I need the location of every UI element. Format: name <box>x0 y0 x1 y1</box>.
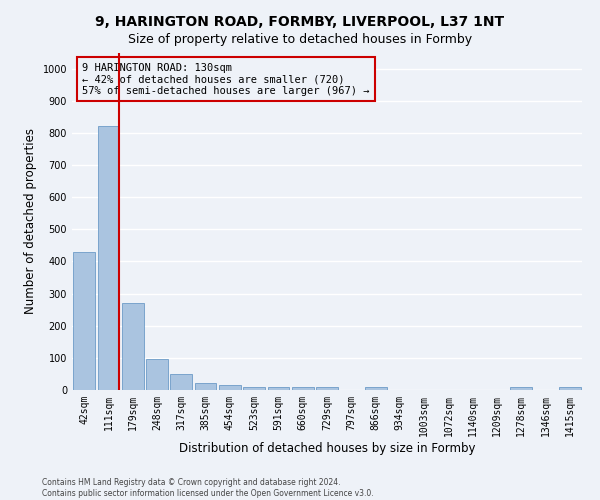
Bar <box>316 387 338 390</box>
Text: 9, HARINGTON ROAD, FORMBY, LIVERPOOL, L37 1NT: 9, HARINGTON ROAD, FORMBY, LIVERPOOL, L3… <box>95 15 505 29</box>
Bar <box>292 387 314 390</box>
Bar <box>243 387 265 390</box>
Bar <box>559 388 581 390</box>
Bar <box>73 252 95 390</box>
Bar <box>97 126 119 390</box>
Bar <box>365 388 386 390</box>
Bar <box>219 385 241 390</box>
Text: 9 HARINGTON ROAD: 130sqm
← 42% of detached houses are smaller (720)
57% of semi-: 9 HARINGTON ROAD: 130sqm ← 42% of detach… <box>82 62 370 96</box>
Bar <box>122 303 143 390</box>
Bar <box>146 360 168 390</box>
Text: Size of property relative to detached houses in Formby: Size of property relative to detached ho… <box>128 32 472 46</box>
Y-axis label: Number of detached properties: Number of detached properties <box>24 128 37 314</box>
Text: Contains HM Land Registry data © Crown copyright and database right 2024.
Contai: Contains HM Land Registry data © Crown c… <box>42 478 374 498</box>
Bar <box>268 388 289 390</box>
Bar <box>511 388 532 390</box>
Bar <box>194 383 217 390</box>
X-axis label: Distribution of detached houses by size in Formby: Distribution of detached houses by size … <box>179 442 475 454</box>
Bar <box>170 374 192 390</box>
